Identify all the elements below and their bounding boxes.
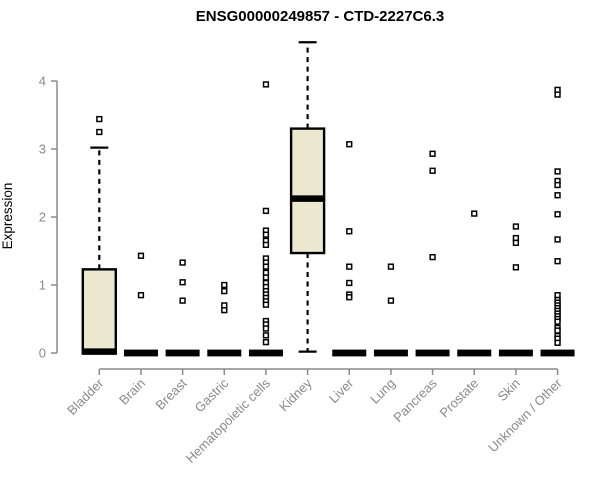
- outlier-point-brain: [137, 292, 145, 299]
- outlier-point-gastric: [221, 281, 228, 289]
- outlier-point-lung: [387, 263, 395, 270]
- collapsed-box-breast: [165, 349, 200, 357]
- collapsed-box-skin: [498, 349, 533, 357]
- collapsed-box-liver: [332, 349, 367, 357]
- x-tick-label: Skin: [495, 376, 523, 404]
- outlier-point-unknown-other: [554, 339, 561, 346]
- box-bladder: [81, 268, 118, 355]
- y-tick-label: 4: [39, 74, 46, 89]
- outlier-point-unknown-other: [554, 192, 561, 199]
- outlier-point-liver: [346, 279, 353, 287]
- outlier-point-gastric: [221, 307, 228, 314]
- collapsed-box-lung: [373, 349, 408, 357]
- x-tick-label: Bladder: [64, 375, 107, 418]
- outlier-point-unknown-other: [554, 91, 561, 98]
- chart-title: ENSG00000249857 - CTD-2227C6.3: [196, 8, 444, 25]
- outlier-point-unknown-other: [554, 236, 561, 243]
- y-tick-label: 2: [39, 210, 46, 225]
- collapsed-box-prostate: [457, 349, 492, 357]
- collapsed-box-brain: [123, 349, 158, 357]
- collapsed-box-gastric: [207, 349, 242, 357]
- outlier-point-unknown-other: [554, 327, 561, 334]
- outlier-point-hematopoietic-cells: [262, 301, 270, 308]
- x-tick-label: Brain: [116, 376, 148, 408]
- y-tick-label: 0: [39, 346, 46, 361]
- outlier-point-liver: [346, 263, 353, 270]
- outlier-point-breast: [179, 279, 186, 286]
- outlier-point-liver: [346, 294, 353, 301]
- outlier-point-hematopoietic-cells: [262, 207, 270, 215]
- box-kidney: [289, 127, 326, 255]
- collapsed-box-pancreas: [415, 349, 450, 357]
- outlier-point-liver: [346, 228, 353, 235]
- x-tick-label: Unknown / Other: [485, 375, 565, 455]
- outlier-point-gastric: [221, 287, 228, 295]
- x-tick-label: Lung: [367, 376, 398, 407]
- outlier-point-unknown-other: [554, 168, 561, 175]
- y-axis-label: Expression: [0, 183, 15, 250]
- outlier-point-bladder: [96, 115, 103, 123]
- outlier-point-unknown-other: [554, 211, 561, 218]
- outlier-point-pancreas: [429, 253, 436, 261]
- outlier-point-hematopoietic-cells: [262, 241, 270, 249]
- y-tick-label: 3: [39, 142, 46, 157]
- x-tick-label: Pancreas: [390, 375, 440, 425]
- outlier-point-bladder: [96, 128, 103, 136]
- outlier-point-skin: [512, 264, 520, 271]
- outlier-point-pancreas: [429, 167, 436, 174]
- outlier-point-unknown-other: [554, 318, 561, 325]
- outlier-point-hematopoietic-cells: [262, 338, 270, 346]
- outlier-point-hematopoietic-cells: [262, 325, 270, 332]
- outlier-point-breast: [179, 297, 186, 304]
- outlier-point-hematopoietic-cells: [262, 274, 270, 281]
- outlier-point-prostate: [471, 210, 478, 217]
- outlier-point-pancreas: [429, 150, 436, 157]
- outlier-point-hematopoietic-cells: [262, 332, 270, 339]
- x-tick-label: Prostate: [437, 376, 482, 421]
- y-tick-label: 1: [39, 278, 46, 293]
- outlier-point-hematopoietic-cells: [262, 231, 270, 238]
- outlier-point-hematopoietic-cells: [262, 81, 270, 88]
- plot-area: [81, 41, 575, 357]
- outlier-point-hematopoietic-cells: [262, 263, 270, 270]
- x-tick-label: Gastric: [192, 375, 232, 415]
- outlier-point-unknown-other: [554, 258, 561, 265]
- outlier-point-unknown-other: [554, 181, 561, 189]
- outlier-point-brain: [137, 252, 145, 259]
- outlier-point-skin: [512, 223, 520, 230]
- collapsed-box-hematopoietic-cells: [248, 349, 283, 357]
- outlier-point-lung: [387, 297, 395, 304]
- outlier-point-breast: [179, 259, 186, 266]
- x-tick-label: Kidney: [276, 375, 315, 414]
- outlier-point-skin: [512, 239, 520, 246]
- x-tick-label: Liver: [326, 375, 357, 406]
- x-tick-label: Breast: [153, 375, 190, 412]
- outlier-point-liver: [346, 141, 353, 148]
- collapsed-box-unknown-other: [540, 349, 575, 357]
